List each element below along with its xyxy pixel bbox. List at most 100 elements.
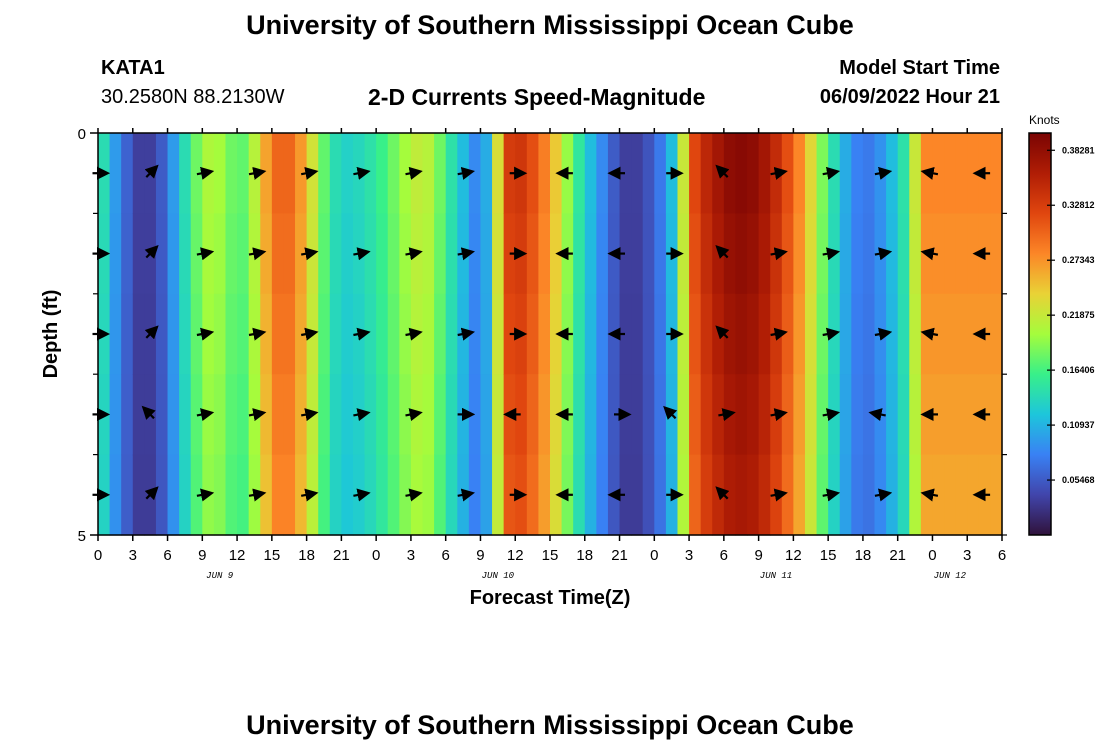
heatmap-cell (944, 133, 957, 214)
heatmap-cell (445, 213, 458, 295)
current-vector (405, 327, 423, 341)
footer-title: University of Southern Mississippi Ocean… (246, 710, 854, 740)
date-labels: JUN 9 JUN 10 JUN 11 JUN 12 (206, 571, 966, 581)
heatmap-cell (700, 454, 713, 536)
heatmap-cell (538, 374, 551, 456)
heatmap-cell (862, 454, 876, 536)
heatmap-cell (955, 374, 968, 456)
station-id: KATA1 (101, 57, 165, 79)
current-vector (457, 488, 475, 502)
heatmap-cell (944, 213, 957, 295)
x-tick-label: 3 (963, 547, 971, 564)
heatmap-cell (155, 454, 169, 536)
heatmap-cell (851, 293, 864, 375)
heatmap-cell (364, 213, 377, 295)
colorbar-ticks: 0.05468 0.10937 0.16406 0.21875 0.27343 0.328… (1047, 145, 1095, 485)
heatmap-cell (584, 454, 597, 536)
heatmap-cell (283, 213, 296, 295)
x-tick-label: 6 (163, 547, 171, 564)
heatmap-cell (839, 374, 852, 456)
colorbar-tick-label: 0.27343 (1062, 255, 1095, 265)
date-label: JUN 12 (934, 571, 967, 581)
colorbar-tick-label: 0.10937 (1062, 420, 1095, 430)
heatmap-cell (758, 454, 771, 536)
current-vector (663, 405, 678, 420)
heatmap-cell (550, 454, 563, 536)
heatmap-cell (538, 454, 551, 536)
x-tick-label: 0 (94, 547, 102, 564)
heatmap-cell (526, 133, 540, 214)
heatmap-cell (329, 454, 342, 536)
colorbar-tick-label: 0.16406 (1062, 365, 1095, 375)
current-vector (300, 166, 319, 180)
heatmap-cell (121, 293, 134, 375)
x-tick-label: 9 (476, 547, 484, 564)
heatmap-cell (909, 374, 922, 456)
heatmap-cell (283, 133, 296, 214)
y-axis-ticks: 05 (78, 126, 1007, 545)
heatmap-cell (839, 213, 852, 295)
current-vector (196, 408, 215, 422)
current-vector (353, 247, 371, 261)
x-tick-label: 3 (407, 547, 415, 564)
current-vector (715, 164, 730, 179)
heatmap-cell (121, 454, 134, 536)
current-vector (770, 166, 788, 180)
heatmap-cells (98, 133, 1003, 536)
x-tick-label: 21 (889, 547, 906, 564)
current-vector (770, 488, 788, 502)
current-vector (405, 166, 423, 180)
heatmap-cell (364, 374, 377, 456)
heatmap-cell (990, 374, 1003, 456)
heatmap-cell (897, 374, 910, 456)
heatmap-cell (480, 454, 493, 536)
heatmap-cell (631, 133, 644, 214)
heatmap-cell (700, 133, 713, 214)
heatmap-cell (225, 213, 238, 295)
heatmap-cell (132, 213, 145, 295)
heatmap-cell (700, 374, 713, 456)
heatmap-cell (596, 133, 609, 214)
heatmap-cell (886, 374, 899, 456)
heatmap-cell (735, 454, 748, 536)
heatmap-cell (909, 454, 922, 536)
heatmap-cell (271, 293, 285, 375)
heatmap-cell (642, 454, 655, 536)
heatmap-cell (109, 293, 122, 375)
current-vector (196, 327, 215, 341)
current-vector (144, 164, 159, 179)
heatmap-cell (596, 213, 609, 295)
x-tick-label: 9 (754, 547, 762, 564)
heatmap-cell (654, 293, 667, 375)
heatmap-cell (213, 454, 227, 536)
heatmap-cell (955, 454, 968, 536)
heatmap-cell (468, 374, 482, 456)
current-vector (144, 245, 159, 260)
heatmap-cell (862, 293, 876, 375)
heatmap-cell (225, 133, 238, 214)
heatmap-cell (492, 213, 505, 295)
heatmap-cell (723, 293, 737, 375)
heatmap-cell (155, 133, 169, 214)
current-vector (353, 327, 371, 341)
heatmap-cell (839, 133, 852, 214)
heatmap-cell (642, 133, 655, 214)
x-tick-label: 18 (855, 547, 872, 564)
chart-title: University of Southern Mississippi Ocean… (246, 10, 854, 40)
heatmap-cell (271, 213, 285, 295)
heatmap-cell (804, 133, 818, 214)
current-vector (248, 488, 267, 502)
heatmap-cell (677, 454, 690, 536)
heatmap-cell (121, 133, 134, 214)
heatmap-cell (109, 133, 122, 214)
heatmap-cell (526, 454, 540, 536)
heatmap-cell (318, 454, 331, 536)
heatmap-cell (538, 213, 551, 295)
colorbar-tick-label: 0.32812 (1062, 200, 1095, 210)
heatmap-cell (631, 213, 644, 295)
heatmap-cell (329, 293, 342, 375)
heatmap-cell (689, 454, 702, 536)
heatmap-cell (793, 213, 806, 295)
heatmap-cell (967, 213, 980, 295)
heatmap-cell (990, 293, 1003, 375)
